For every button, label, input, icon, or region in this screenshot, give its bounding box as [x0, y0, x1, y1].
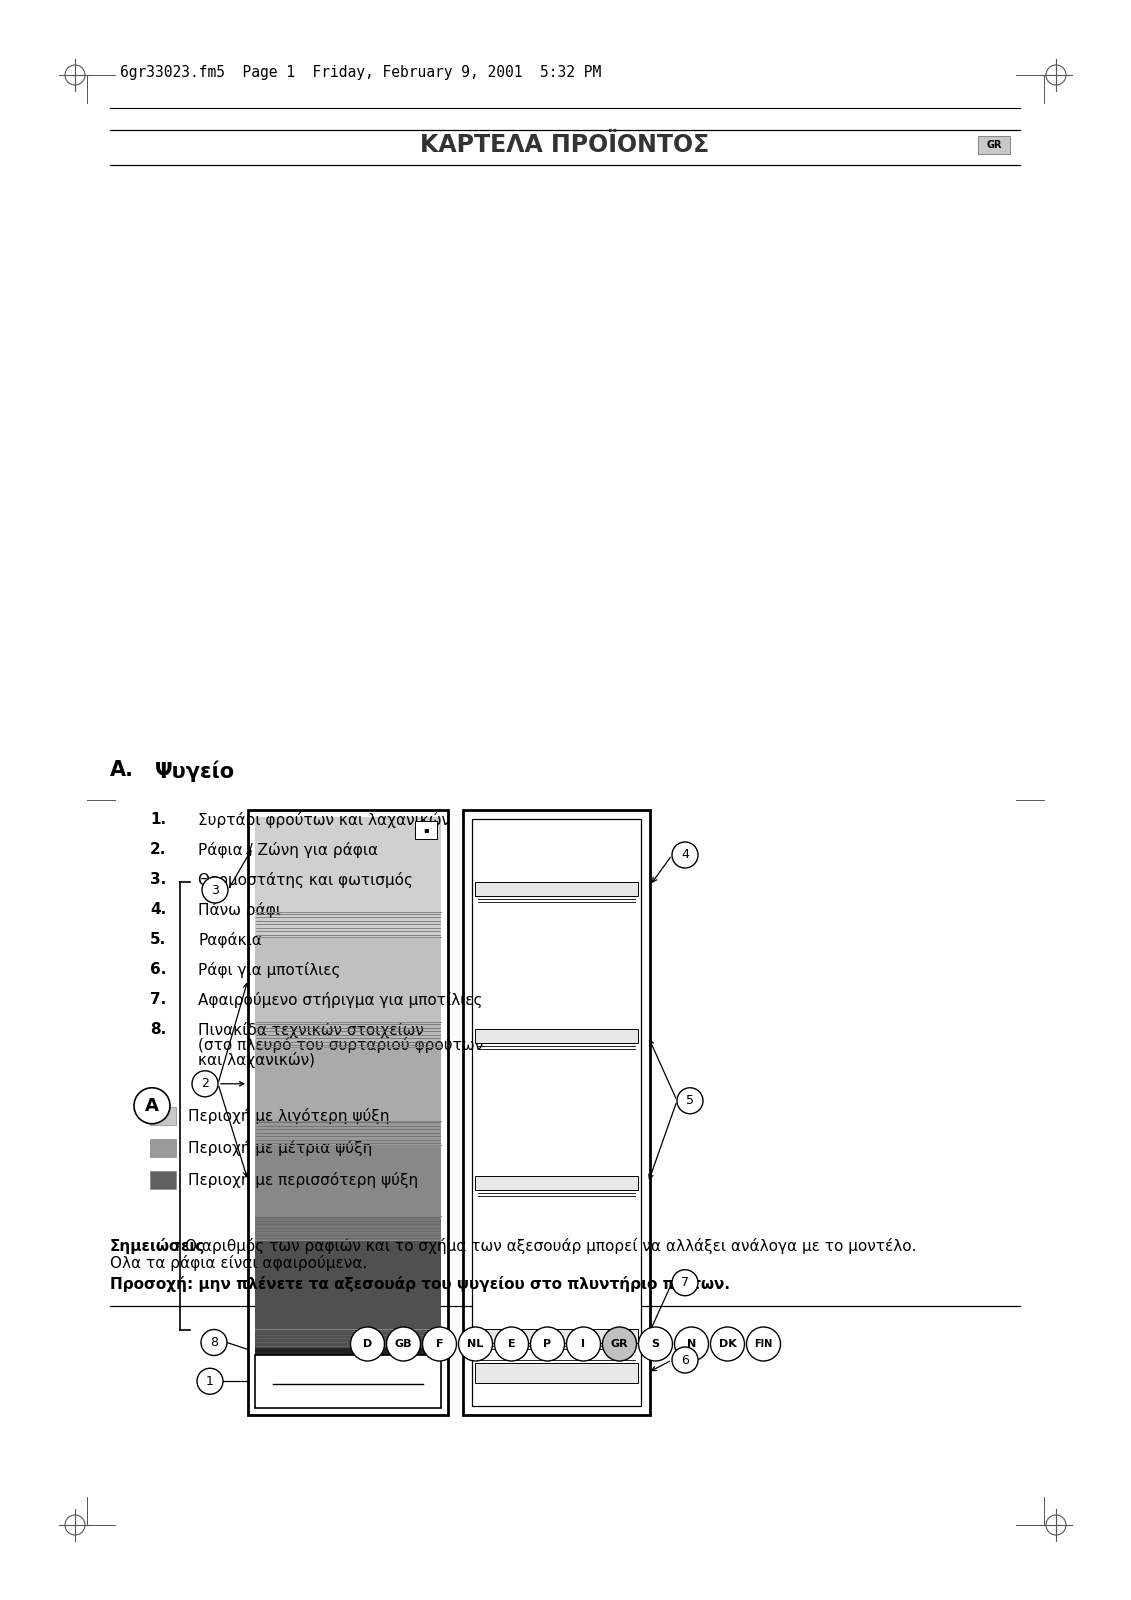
Bar — [475, 1029, 638, 1043]
Bar — [254, 1146, 441, 1216]
Text: 8.: 8. — [150, 1022, 166, 1037]
Text: Ράφια / Ζώνη για ράφια: Ράφια / Ζώνη για ράφια — [198, 842, 378, 858]
Bar — [475, 1328, 638, 1342]
Text: GR: GR — [611, 1339, 629, 1349]
Text: ΚΑΡΤΕΛΑ ΠΡΟΪΟΝΤΟΣ: ΚΑΡΤΕΛΑ ΠΡΟΪΟΝΤΟΣ — [421, 133, 709, 157]
Bar — [248, 810, 448, 1414]
Text: S: S — [651, 1339, 659, 1349]
Text: 3: 3 — [211, 883, 219, 896]
Bar — [415, 821, 437, 838]
Bar — [978, 136, 1010, 154]
Text: Περιοχή με λιγότερη ψύξη: Περιοχή με λιγότερη ψύξη — [188, 1107, 389, 1123]
Circle shape — [639, 1326, 673, 1362]
Text: 4: 4 — [681, 848, 689, 861]
Text: 3.: 3. — [150, 872, 166, 886]
Text: Περιοχή με περισσότερη ψύξη: Περιοχή με περισσότερη ψύξη — [188, 1171, 418, 1187]
Circle shape — [603, 1326, 637, 1362]
Text: D: D — [363, 1339, 372, 1349]
Text: E: E — [508, 1339, 516, 1349]
Text: F: F — [435, 1339, 443, 1349]
Text: 2: 2 — [201, 1077, 209, 1090]
Text: NL: NL — [467, 1339, 484, 1349]
Text: Σημειώσεις: Σημειώσεις — [110, 1238, 206, 1254]
Text: Θερμοστάτης και φωτισμός: Θερμοστάτης και φωτισμός — [198, 872, 413, 888]
Text: : Ο αριθμός των ραφιών και το σχήμα των αξεσουάρ μπορεί να αλλάξει ανάλογα με το: : Ο αριθμός των ραφιών και το σχήμα των … — [175, 1238, 916, 1254]
Text: DK: DK — [718, 1339, 736, 1349]
Circle shape — [133, 1088, 170, 1123]
Bar — [254, 1120, 441, 1146]
Bar — [254, 1216, 441, 1240]
Text: 8: 8 — [210, 1336, 218, 1349]
Text: 1: 1 — [206, 1374, 214, 1387]
Bar — [475, 883, 638, 896]
Circle shape — [423, 1326, 457, 1362]
Bar — [254, 1347, 441, 1355]
Bar — [254, 912, 441, 936]
Circle shape — [567, 1326, 601, 1362]
Text: Πινακίδα τεχνικών στοιχείων: Πινακίδα τεχνικών στοιχείων — [198, 1022, 424, 1038]
Circle shape — [674, 1326, 708, 1362]
Bar — [254, 818, 441, 912]
Text: Προσοχή: μην πλένετε τα αξεσουάρ του ψυγείου στο πλυντήριο πιάτων.: Προσοχή: μην πλένετε τα αξεσουάρ του ψυγ… — [110, 1277, 729, 1293]
Circle shape — [197, 1368, 223, 1394]
Circle shape — [672, 842, 698, 867]
Circle shape — [672, 1347, 698, 1373]
Text: 6.: 6. — [150, 962, 166, 978]
Text: 7: 7 — [681, 1277, 689, 1290]
Bar — [150, 1107, 176, 1125]
Bar — [475, 1363, 638, 1382]
Text: GB: GB — [395, 1339, 413, 1349]
Text: Ραφάκια: Ραφάκια — [198, 931, 262, 947]
Text: Ολα τα ράφια είναι αφαιρούμενα.: Ολα τα ράφια είναι αφαιρούμενα. — [110, 1254, 368, 1270]
Text: P: P — [543, 1339, 552, 1349]
Bar — [254, 1355, 441, 1408]
Text: GR: GR — [986, 141, 1002, 150]
Text: 5: 5 — [687, 1094, 694, 1107]
Text: Πάνω ράφι: Πάνω ράφι — [198, 902, 280, 918]
Circle shape — [351, 1326, 385, 1362]
Text: (στο πλευρό του συρταριού φρούτων: (στο πλευρό του συρταριού φρούτων — [198, 1037, 483, 1053]
Text: 6: 6 — [681, 1354, 689, 1366]
Circle shape — [202, 877, 228, 902]
Text: 2.: 2. — [150, 842, 166, 858]
Text: 7.: 7. — [150, 992, 166, 1006]
Circle shape — [710, 1326, 744, 1362]
Text: ▪: ▪ — [423, 826, 429, 835]
Circle shape — [458, 1326, 492, 1362]
Circle shape — [672, 1270, 698, 1296]
Bar — [472, 819, 641, 1406]
Bar — [254, 1022, 441, 1046]
Circle shape — [192, 1070, 218, 1096]
Text: Περιοχή με μέτρια ψύξη: Περιοχή με μέτρια ψύξη — [188, 1139, 372, 1155]
Text: Αφαιρούμενο στήριγμα για μποτίλιες: Αφαιρούμενο στήριγμα για μποτίλιες — [198, 992, 483, 1008]
Text: 5.: 5. — [150, 931, 166, 947]
Text: Συρτάρι φρούτων και λαχανικών: Συρτάρι φρούτων και λαχανικών — [198, 813, 450, 829]
Circle shape — [677, 1088, 703, 1114]
Text: N: N — [687, 1339, 696, 1349]
Bar — [475, 1176, 638, 1190]
Circle shape — [494, 1326, 528, 1362]
Text: και λαχανικών): και λαχανικών) — [198, 1053, 316, 1069]
Text: Ψυγείο: Ψυγείο — [155, 760, 235, 781]
Bar — [150, 1139, 176, 1157]
Bar — [463, 810, 650, 1414]
Text: 6gr33023.fm5  Page 1  Friday, February 9, 2001  5:32 PM: 6gr33023.fm5 Page 1 Friday, February 9, … — [120, 66, 602, 80]
Text: 4.: 4. — [150, 902, 166, 917]
Text: Α: Α — [145, 1096, 159, 1115]
Circle shape — [746, 1326, 780, 1362]
Circle shape — [530, 1326, 564, 1362]
Circle shape — [201, 1330, 227, 1355]
Text: Α.: Α. — [110, 760, 133, 781]
Bar — [254, 1330, 441, 1347]
Circle shape — [387, 1326, 421, 1362]
Text: 1.: 1. — [150, 813, 166, 827]
Bar — [254, 936, 441, 1022]
Text: FIN: FIN — [754, 1339, 772, 1349]
Bar — [254, 1046, 441, 1120]
Text: I: I — [581, 1339, 586, 1349]
Bar — [254, 1240, 441, 1330]
Text: Ράφι για μποτίλιες: Ράφι για μποτίλιες — [198, 962, 340, 978]
Bar — [150, 1171, 176, 1189]
